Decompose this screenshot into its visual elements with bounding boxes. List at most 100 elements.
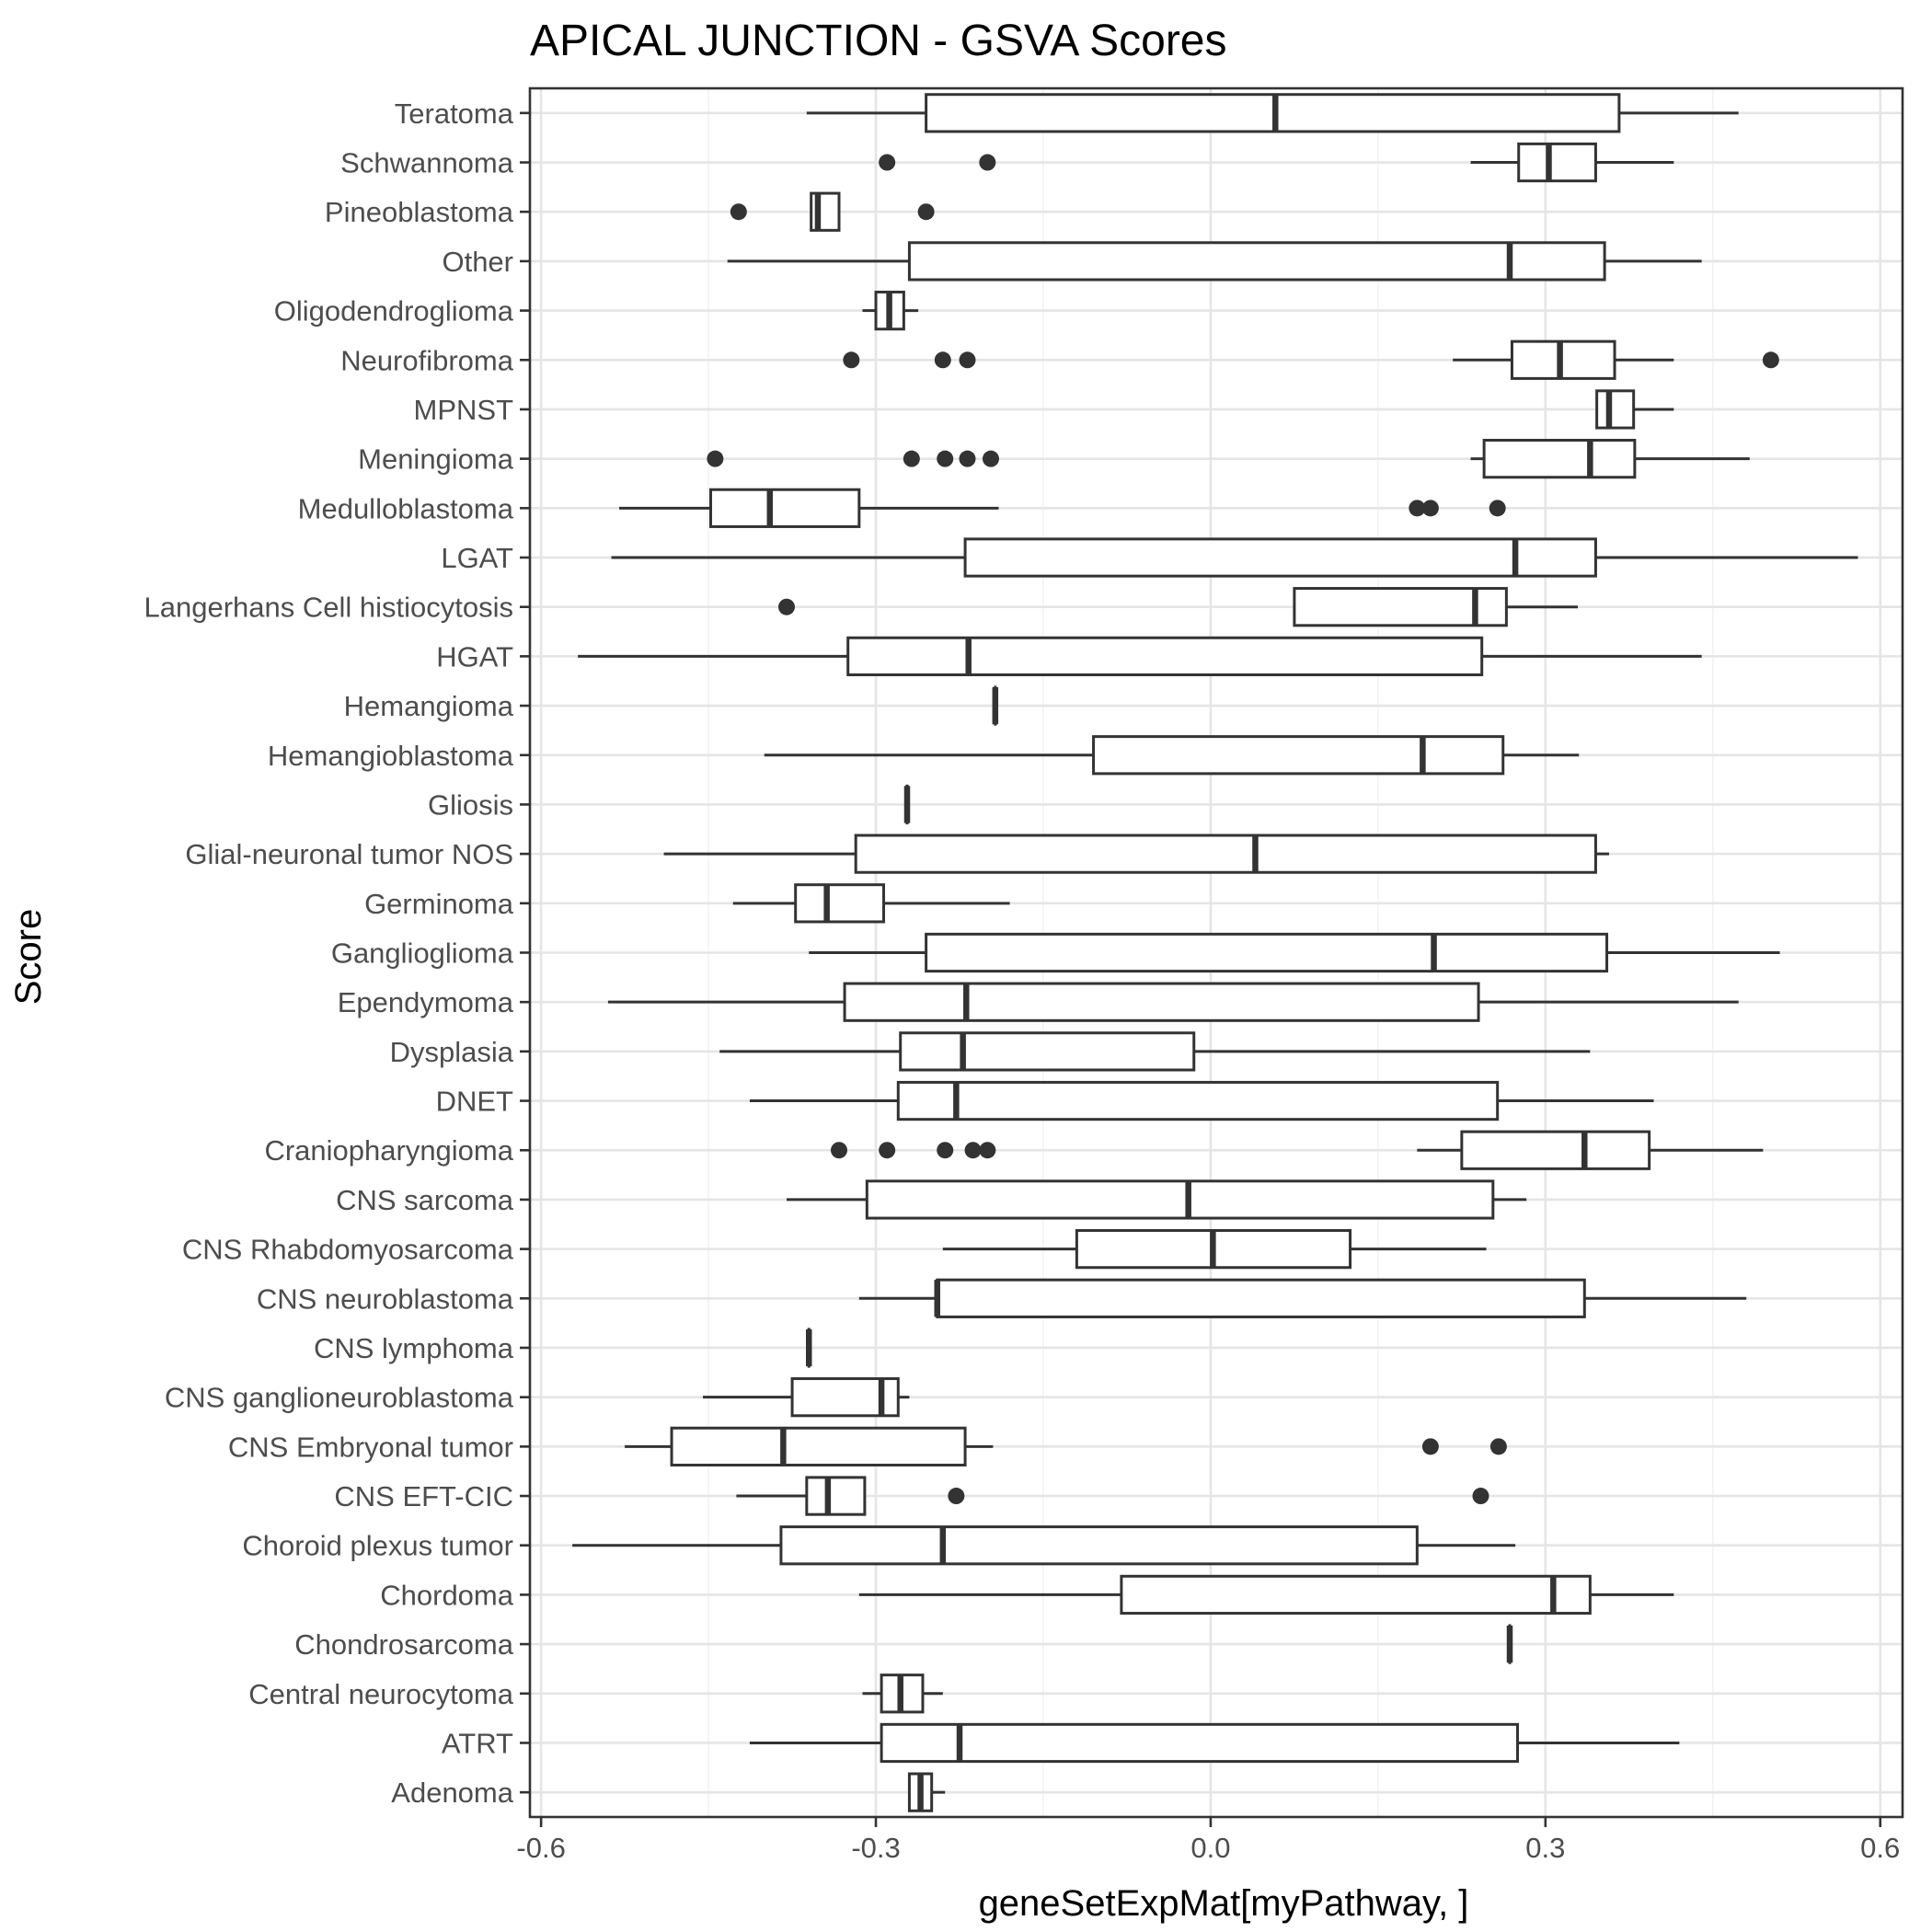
y-tick-label: Germinoma: [364, 888, 514, 920]
outlier-point: [979, 1142, 996, 1159]
y-tick-label: Oligodendroglioma: [274, 295, 514, 328]
outlier-point: [1409, 500, 1426, 517]
y-tick-label: HGAT: [436, 640, 513, 673]
outlier-point: [843, 351, 860, 369]
y-tick-label: ATRT: [442, 1727, 513, 1759]
box: [709, 488, 861, 528]
box: [779, 1525, 1419, 1566]
y-axis: Teratoma Schwannoma Pineoblastoma Other Olig…: [144, 98, 530, 1809]
boxplot: [607, 982, 1739, 1022]
x-axis-title: geneSetExpMat[myPathway, ]: [979, 1883, 1469, 1924]
x-tick-label: 0.6: [1860, 1832, 1900, 1864]
y-tick-label: Ependymoma: [338, 986, 514, 1018]
box: [1460, 1130, 1651, 1170]
boxplot: [858, 1574, 1674, 1616]
box: [1293, 587, 1508, 627]
boxplot: [749, 1722, 1680, 1764]
box: [854, 834, 1597, 874]
y-tick-label: MPNST: [414, 394, 514, 426]
box: [865, 1179, 1495, 1220]
boxplot: [736, 1476, 1489, 1516]
box: [1595, 389, 1636, 430]
y-tick-label: Langerhans Cell histiocytosis: [144, 592, 514, 624]
y-tick-label: Hemangioma: [344, 690, 514, 722]
outlier-point: [1489, 500, 1506, 517]
boxplot: [719, 1031, 1591, 1072]
box: [936, 1278, 1586, 1318]
boxplot: [727, 241, 1702, 282]
box: [907, 241, 1606, 282]
boxplots: [572, 93, 1858, 1812]
outlier-point: [982, 450, 999, 467]
box: [1120, 1574, 1592, 1616]
y-tick-label: Adenoma: [391, 1777, 513, 1809]
outlier-point: [979, 154, 996, 171]
y-tick-label: Neurofibroma: [340, 344, 514, 376]
boxplot: [786, 1179, 1527, 1220]
y-tick-label: Chordoma: [380, 1579, 513, 1611]
y-tick-label: Glial-neuronal tumor NOS: [185, 838, 513, 870]
box: [899, 1031, 1196, 1072]
boxplot: [879, 142, 1674, 183]
y-tick-label: Medulloblastoma: [298, 492, 514, 524]
box: [846, 636, 1484, 677]
y-tick-label: LGAT: [441, 542, 513, 574]
y-tick-label: Pineoblastoma: [325, 196, 514, 228]
y-tick-label: CNS ganglioneuroblastoma: [165, 1382, 514, 1414]
boxplot: [942, 1228, 1487, 1270]
boxplot: [862, 1673, 943, 1714]
box: [963, 537, 1597, 578]
y-tick-label: CNS EFT-CIC: [334, 1480, 513, 1512]
boxplot: [907, 1772, 946, 1812]
boxplot: [625, 1426, 1507, 1466]
outlier-point: [903, 450, 920, 467]
outlier-point: [831, 1142, 848, 1159]
outlier-point: [1421, 500, 1439, 517]
y-tick-label: CNS Rhabdomyosarcoma: [182, 1234, 514, 1266]
box: [896, 1080, 1500, 1121]
box: [1092, 735, 1505, 776]
plot-panel: [528, 86, 1904, 1819]
box: [843, 982, 1480, 1022]
y-tick-label: Hemangioblastoma: [268, 740, 514, 772]
outlier-point: [934, 351, 951, 369]
y-tick-label: Gliosis: [428, 788, 513, 821]
outlier-point: [777, 598, 795, 615]
boxplot: [777, 587, 1579, 627]
outlier-point: [1762, 351, 1779, 369]
boxplot: [831, 1130, 1764, 1170]
x-tick-label: 0.3: [1525, 1832, 1565, 1864]
box: [880, 1722, 1520, 1764]
x-tick-label: 0.0: [1190, 1832, 1230, 1864]
boxplot: [749, 1080, 1654, 1121]
boxplot: [572, 1525, 1516, 1566]
outlier-point: [1489, 1438, 1507, 1455]
y-tick-label: Meningioma: [358, 443, 514, 476]
boxplot: [578, 636, 1702, 677]
boxplot: [806, 93, 1739, 133]
box: [794, 883, 886, 924]
outlier-point: [964, 1142, 982, 1159]
y-tick-label: DNET: [436, 1086, 513, 1118]
y-tick-label: Craniopharyngioma: [264, 1134, 513, 1167]
outlier-point: [1421, 1438, 1439, 1455]
boxplot: [703, 1377, 910, 1418]
y-tick-label: Central neurocytoma: [248, 1678, 514, 1710]
outlier-point: [707, 450, 724, 467]
y-tick-label: CNS sarcoma: [336, 1184, 514, 1216]
outlier-point: [917, 203, 935, 221]
boxplot: [858, 1278, 1747, 1318]
box: [1482, 439, 1637, 479]
y-tick-label: Schwannoma: [340, 147, 514, 179]
box: [1517, 142, 1597, 183]
y-tick-label: Teratoma: [395, 98, 514, 130]
box: [925, 932, 1609, 973]
y-tick-label: CNS lymphoma: [314, 1332, 514, 1364]
boxplot: [707, 439, 1750, 479]
outlier-point: [937, 450, 954, 467]
boxplot: [619, 488, 1506, 528]
outlier-point: [959, 450, 976, 467]
y-tick-label: Other: [442, 246, 513, 278]
y-tick-label: Choroid plexus tumor: [242, 1530, 513, 1562]
